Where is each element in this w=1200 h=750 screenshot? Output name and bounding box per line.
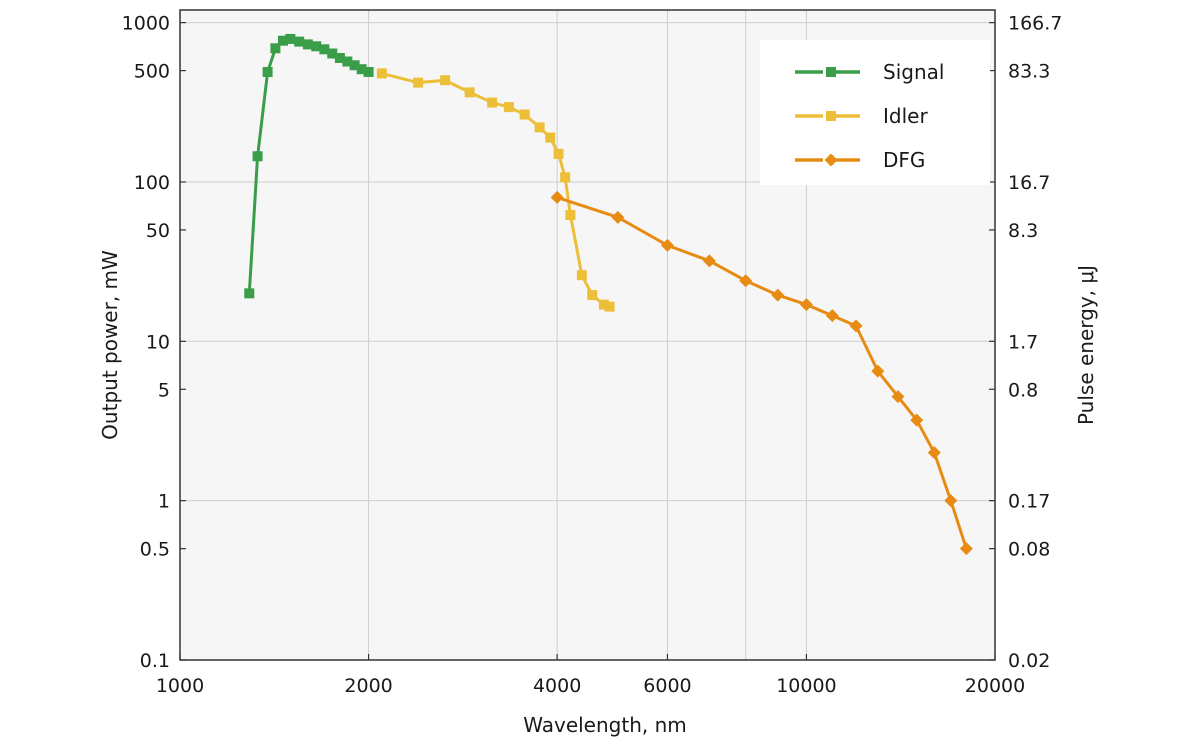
y-tick-label: 0.5	[140, 539, 170, 561]
y-axis-title: Output power, mW	[98, 250, 122, 440]
data-point-dfg	[910, 413, 924, 427]
data-point-dfg	[660, 238, 674, 252]
data-point-dfg	[944, 494, 958, 508]
data-point-idler	[534, 122, 545, 133]
y2-tick-label: 8.3	[1008, 220, 1038, 242]
data-point-signal	[311, 41, 322, 52]
data-point-idler	[519, 109, 530, 120]
y-tick-label: 100	[134, 172, 170, 194]
y2-tick-label: 83.3	[1008, 61, 1050, 83]
y-tick-label: 50	[146, 220, 170, 242]
data-point-signal	[356, 64, 367, 75]
y-tick-label: 1000	[122, 13, 170, 35]
y-tick-label: 10	[146, 331, 170, 353]
data-point-signal	[294, 36, 305, 47]
data-point-signal	[349, 60, 360, 71]
x-tick-label: 6000	[643, 675, 691, 697]
legend-label-signal: Signal	[883, 60, 944, 84]
y-tick-label: 1	[158, 491, 170, 513]
axes: 1000 2000 4000 6000 10000 20000 0.1 0.5 1 5 10 50 10…	[122, 13, 1063, 697]
data-point-dfg	[871, 364, 885, 378]
series-dfg	[550, 190, 973, 556]
data-point-idler	[604, 301, 615, 312]
x-axis-title: Wavelength, nm	[523, 713, 687, 737]
data-point-idler	[376, 68, 387, 79]
data-point-signal	[252, 151, 263, 162]
x-tick-label: 1000	[156, 675, 204, 697]
data-point-idler	[487, 97, 498, 108]
data-point-dfg	[825, 309, 839, 323]
data-point-signal	[334, 52, 345, 63]
data-point-idler	[576, 270, 587, 281]
data-point-signal	[327, 48, 338, 59]
y2-tick-label: 0.17	[1008, 491, 1050, 513]
data-point-dfg	[799, 298, 813, 312]
data-point-signal	[319, 44, 330, 55]
data-point-idler	[598, 299, 609, 310]
legend-marker-idler	[826, 111, 836, 121]
y2-tick-label: 16.7	[1008, 172, 1050, 194]
legend-box	[760, 40, 990, 185]
data-point-dfg	[611, 210, 625, 224]
data-point-dfg	[891, 390, 905, 404]
x-tick-label: 4000	[533, 675, 581, 697]
series-idler	[376, 68, 615, 312]
data-point-signal	[342, 56, 353, 67]
legend: Signal Idler DFG	[760, 40, 990, 185]
data-point-dfg	[550, 190, 564, 204]
data-point-dfg	[739, 274, 753, 288]
data-point-signal	[270, 43, 281, 54]
y2-tick-label: 0.8	[1008, 379, 1038, 401]
y-tick-label: 0.1	[140, 650, 170, 672]
y-tick-label: 500	[134, 61, 170, 83]
data-point-signal	[363, 66, 374, 77]
data-point-idler	[560, 172, 571, 183]
legend-marker-dfg	[824, 153, 838, 167]
data-point-dfg	[702, 254, 716, 268]
data-point-dfg	[927, 446, 941, 460]
data-point-idler	[587, 290, 598, 301]
data-point-idler	[565, 210, 576, 221]
data-point-signal	[262, 66, 273, 77]
series-line-idler	[381, 71, 611, 309]
data-point-dfg	[959, 542, 973, 556]
data-point-idler	[440, 75, 451, 86]
y2-tick-label: 0.08	[1008, 539, 1050, 561]
grid	[180, 10, 995, 660]
legend-label-dfg: DFG	[883, 148, 925, 172]
y2-axis-title: Pulse energy, μJ	[1074, 265, 1098, 425]
data-point-signal	[244, 288, 255, 299]
legend-marker-signal	[826, 67, 836, 77]
data-point-signal	[302, 39, 313, 50]
x-tick-label: 10000	[776, 675, 836, 697]
data-point-idler	[545, 132, 556, 143]
data-point-idler	[464, 87, 475, 98]
data-point-signal	[277, 35, 288, 46]
legend-label-idler: Idler	[883, 104, 928, 128]
y2-tick-label: 0.02	[1008, 650, 1050, 672]
y-tick-label: 5	[158, 379, 170, 401]
data-point-idler	[503, 102, 514, 113]
y2-tick-label: 166.7	[1008, 13, 1062, 35]
y2-tick-label: 1.7	[1008, 331, 1038, 353]
series-signal	[244, 33, 374, 299]
data-point-dfg	[771, 288, 785, 302]
data-point-idler	[553, 148, 564, 159]
plot-frame	[179, 9, 996, 661]
data-point-idler	[413, 77, 424, 88]
x-tick-label: 2000	[344, 675, 392, 697]
data-point-dfg	[849, 319, 863, 333]
data-point-signal	[285, 33, 296, 44]
series-group	[244, 33, 973, 556]
x-tick-label: 20000	[965, 675, 1025, 697]
